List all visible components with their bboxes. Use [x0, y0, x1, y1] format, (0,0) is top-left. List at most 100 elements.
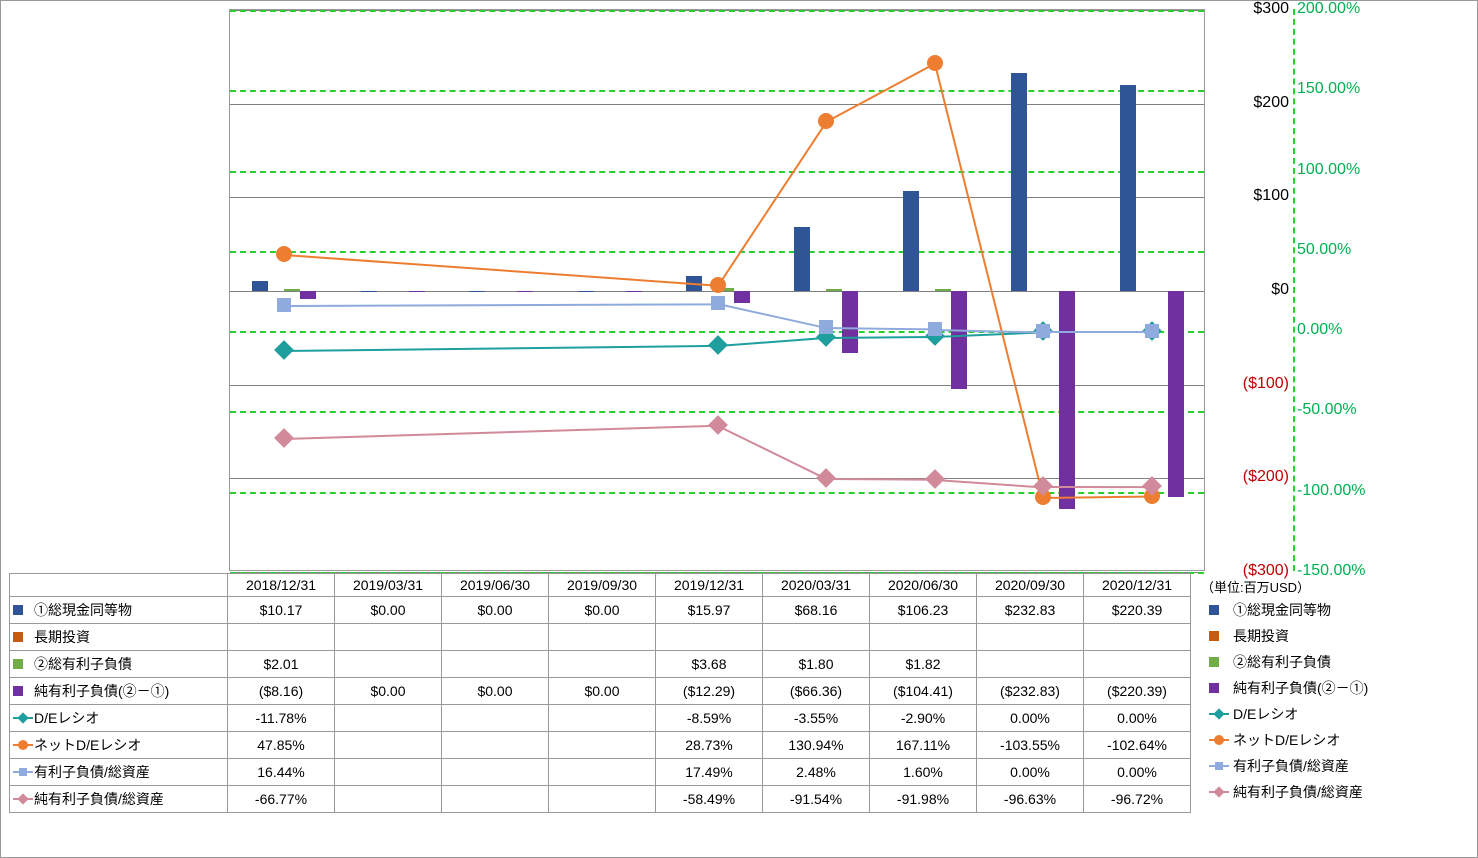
- y2-gridline: [230, 251, 1204, 253]
- line-netde: [826, 63, 935, 123]
- y2-axis-line: [1293, 9, 1295, 571]
- swatch-line-de: [13, 717, 33, 719]
- series-label: 長期投資: [34, 629, 90, 645]
- table-cell: ($220.39): [1084, 678, 1191, 705]
- legend-label: D/Eレシオ: [1233, 706, 1298, 722]
- table-cell: -96.63%: [977, 786, 1084, 813]
- table-cell: -91.54%: [763, 786, 870, 813]
- series-label: 有利子負債/総資産: [34, 764, 150, 780]
- y2-gridline: [230, 171, 1204, 173]
- y1-tick-label: $200: [1253, 94, 1289, 112]
- table-cell: $1.80: [763, 651, 870, 678]
- bar-cash: [578, 291, 594, 292]
- table-cell: $232.83: [977, 597, 1084, 624]
- table-cell: [335, 786, 442, 813]
- table-col-header: 2019/03/31: [335, 574, 442, 597]
- table-row-header: ②総有利子負債: [10, 651, 228, 678]
- marker-debt_assets: [277, 298, 291, 312]
- legend-label: 有利子負債/総資産: [1233, 758, 1349, 774]
- marker-netdebt_assets: [817, 468, 837, 488]
- table-row-header: D/Eレシオ: [10, 705, 228, 732]
- table-cell: 47.85%: [228, 732, 335, 759]
- table-col-header: 2019/09/30: [549, 574, 656, 597]
- table-cell: [335, 759, 442, 786]
- bar-netdebt: [842, 291, 858, 353]
- table-cell: [442, 786, 549, 813]
- table-cell: 130.94%: [763, 732, 870, 759]
- table-row: 純有利子負債(②－①)($8.16)$0.00$0.00$0.00($12.29…: [10, 678, 1191, 705]
- table-col-header: 2019/12/31: [656, 574, 763, 597]
- line-netdebt_assets: [826, 478, 934, 481]
- table-cell: [442, 732, 549, 759]
- legend-label: 純有利子負債/総資産: [1233, 784, 1363, 800]
- y2-gridline: [230, 411, 1204, 413]
- legend-label: ネットD/Eレシオ: [1233, 732, 1340, 748]
- table-cell: [442, 759, 549, 786]
- legend-item: 純有利子負債/総資産: [1209, 779, 1368, 805]
- bar-netdebt: [409, 291, 425, 292]
- table-cell: -58.49%: [656, 786, 763, 813]
- table-cell: ($232.83): [977, 678, 1084, 705]
- table-cell: [442, 705, 549, 732]
- table-col-header: 2020/03/31: [763, 574, 870, 597]
- swatch-bar-totdebt: [13, 659, 23, 669]
- bar-netdebt: [734, 291, 750, 303]
- table-cell: [763, 624, 870, 651]
- bar-cash: [1120, 85, 1136, 291]
- marker-netdebt_assets: [708, 415, 728, 435]
- swatch-line-debt_assets: [1209, 765, 1229, 767]
- line-netde: [717, 121, 827, 286]
- y1-gridline: [230, 104, 1204, 105]
- series-label: D/Eレシオ: [34, 710, 99, 726]
- table-cell: $3.68: [656, 651, 763, 678]
- table-cell: 2.48%: [763, 759, 870, 786]
- data-table: 2018/12/312019/03/312019/06/302019/09/30…: [9, 573, 1191, 813]
- table-cell: [549, 651, 656, 678]
- swatch-bar-longinv: [13, 632, 23, 642]
- y2-tick-label: -50.00%: [1297, 401, 1357, 419]
- table-cell: $0.00: [549, 678, 656, 705]
- y2-tick-label: 0.00%: [1297, 321, 1342, 339]
- marker-debt_assets: [819, 320, 833, 334]
- series-label: ネットD/Eレシオ: [34, 737, 141, 753]
- table-cell: 17.49%: [656, 759, 763, 786]
- bar-netdebt: [951, 291, 967, 389]
- series-label: 純有利子負債(②－①): [34, 683, 169, 699]
- legend-item: 有利子負債/総資産: [1209, 753, 1368, 779]
- table-row-header: ネットD/Eレシオ: [10, 732, 228, 759]
- line-de: [284, 345, 718, 352]
- table-cell: [1084, 651, 1191, 678]
- table-row: 純有利子負債/総資産-66.77%-58.49%-91.54%-91.98%-9…: [10, 786, 1191, 813]
- marker-netde: [818, 113, 834, 129]
- bar-netdebt: [300, 291, 316, 299]
- legend-item: ②総有利子負債: [1209, 649, 1368, 675]
- line-debt_assets: [1043, 331, 1151, 333]
- marker-netdebt_assets: [274, 428, 294, 448]
- table-cell: 0.00%: [1084, 759, 1191, 786]
- line-de: [826, 336, 934, 339]
- swatch-line-de: [1209, 713, 1229, 715]
- table-cell: 0.00%: [977, 759, 1084, 786]
- legend-label: ①総現金同等物: [1233, 602, 1331, 618]
- table-cell: $106.23: [870, 597, 977, 624]
- table-cell: [335, 732, 442, 759]
- table-cell: [977, 624, 1084, 651]
- table-cell: 167.11%: [870, 732, 977, 759]
- table-col-header: 2019/06/30: [442, 574, 549, 597]
- y1-tick-label: $0: [1271, 281, 1289, 299]
- table-cell: -91.98%: [870, 786, 977, 813]
- line-netde: [284, 254, 718, 287]
- table-cell: [1084, 624, 1191, 651]
- legend-item: ①総現金同等物: [1209, 597, 1368, 623]
- table-cell: -2.90%: [870, 705, 977, 732]
- table-col-header: 2020/06/30: [870, 574, 977, 597]
- table-cell: [335, 651, 442, 678]
- unit-label: （単位:百万USD）: [1201, 577, 1310, 596]
- y2-tick-label: 200.00%: [1297, 0, 1360, 18]
- marker-debt_assets: [928, 322, 942, 336]
- y2-gridline: [230, 90, 1204, 92]
- table-row-header: 純有利子負債/総資産: [10, 786, 228, 813]
- table-cell: [549, 732, 656, 759]
- table-cell: [656, 624, 763, 651]
- table-cell: $68.16: [763, 597, 870, 624]
